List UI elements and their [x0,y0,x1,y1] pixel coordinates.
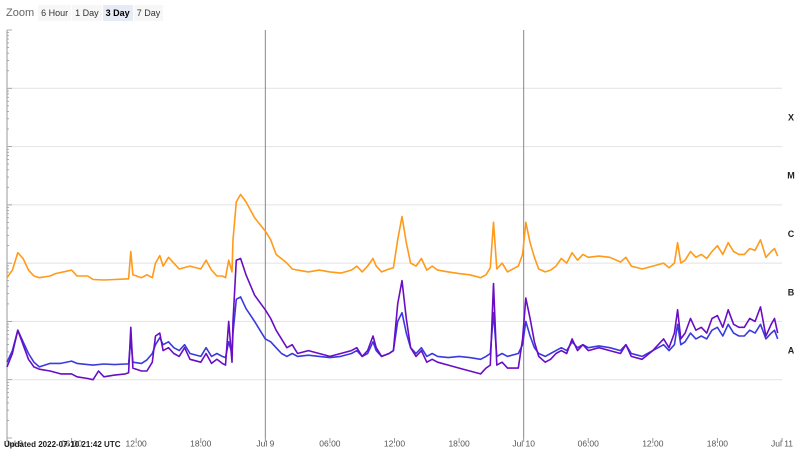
flare-class-label: A [788,346,795,356]
flare-class-label: C [788,229,795,239]
x-tick-label: 12:00 [384,438,406,448]
x-tick-label: 06:00 [61,438,83,448]
last-updated-text: Updated 2022-07-10 21:42 UTC [4,440,121,449]
zoom-1-day-button[interactable]: 1 Day [72,5,102,21]
flux-series-line [6,193,779,281]
flux-series-line [6,257,779,381]
flux-series-line [6,296,779,368]
label-layer: Jul 8 06:00 12:00 18:00 Jul 9 06:00 12:00 18:00… [5,112,795,448]
series-layer [6,193,779,381]
zoom-3-day-button[interactable]: 3 Day [102,5,133,21]
x-tick-label: Jul 8 [5,438,23,448]
x-tick-label: Jul 9 [256,438,274,448]
x-tick-label: 18:00 [707,438,729,448]
zoom-6-hour-button[interactable]: 6 Hour [38,5,72,21]
grid-layer [6,29,783,442]
x-tick-label: 12:00 [126,438,148,448]
x-tick-label: 18:00 [448,438,470,448]
x-tick-label: Jul 10 [512,438,535,448]
x-tick-label: 06:00 [578,438,600,448]
x-tick-label: 12:00 [642,438,664,448]
zoom-7-day-button[interactable]: 7 Day [133,5,164,21]
x-tick-label: 18:00 [190,438,212,448]
flare-class-label: X [788,112,794,122]
zoom-label: Zoom [6,7,35,19]
flare-class-label: M [787,171,795,181]
zoom-bar: Zoom 6 Hour 1 Day 3 Day 7 Day [6,4,164,22]
flare-class-label: B [788,287,795,297]
x-tick-label: 06:00 [319,438,341,448]
x-tick-label: Jul 11 [771,438,793,448]
